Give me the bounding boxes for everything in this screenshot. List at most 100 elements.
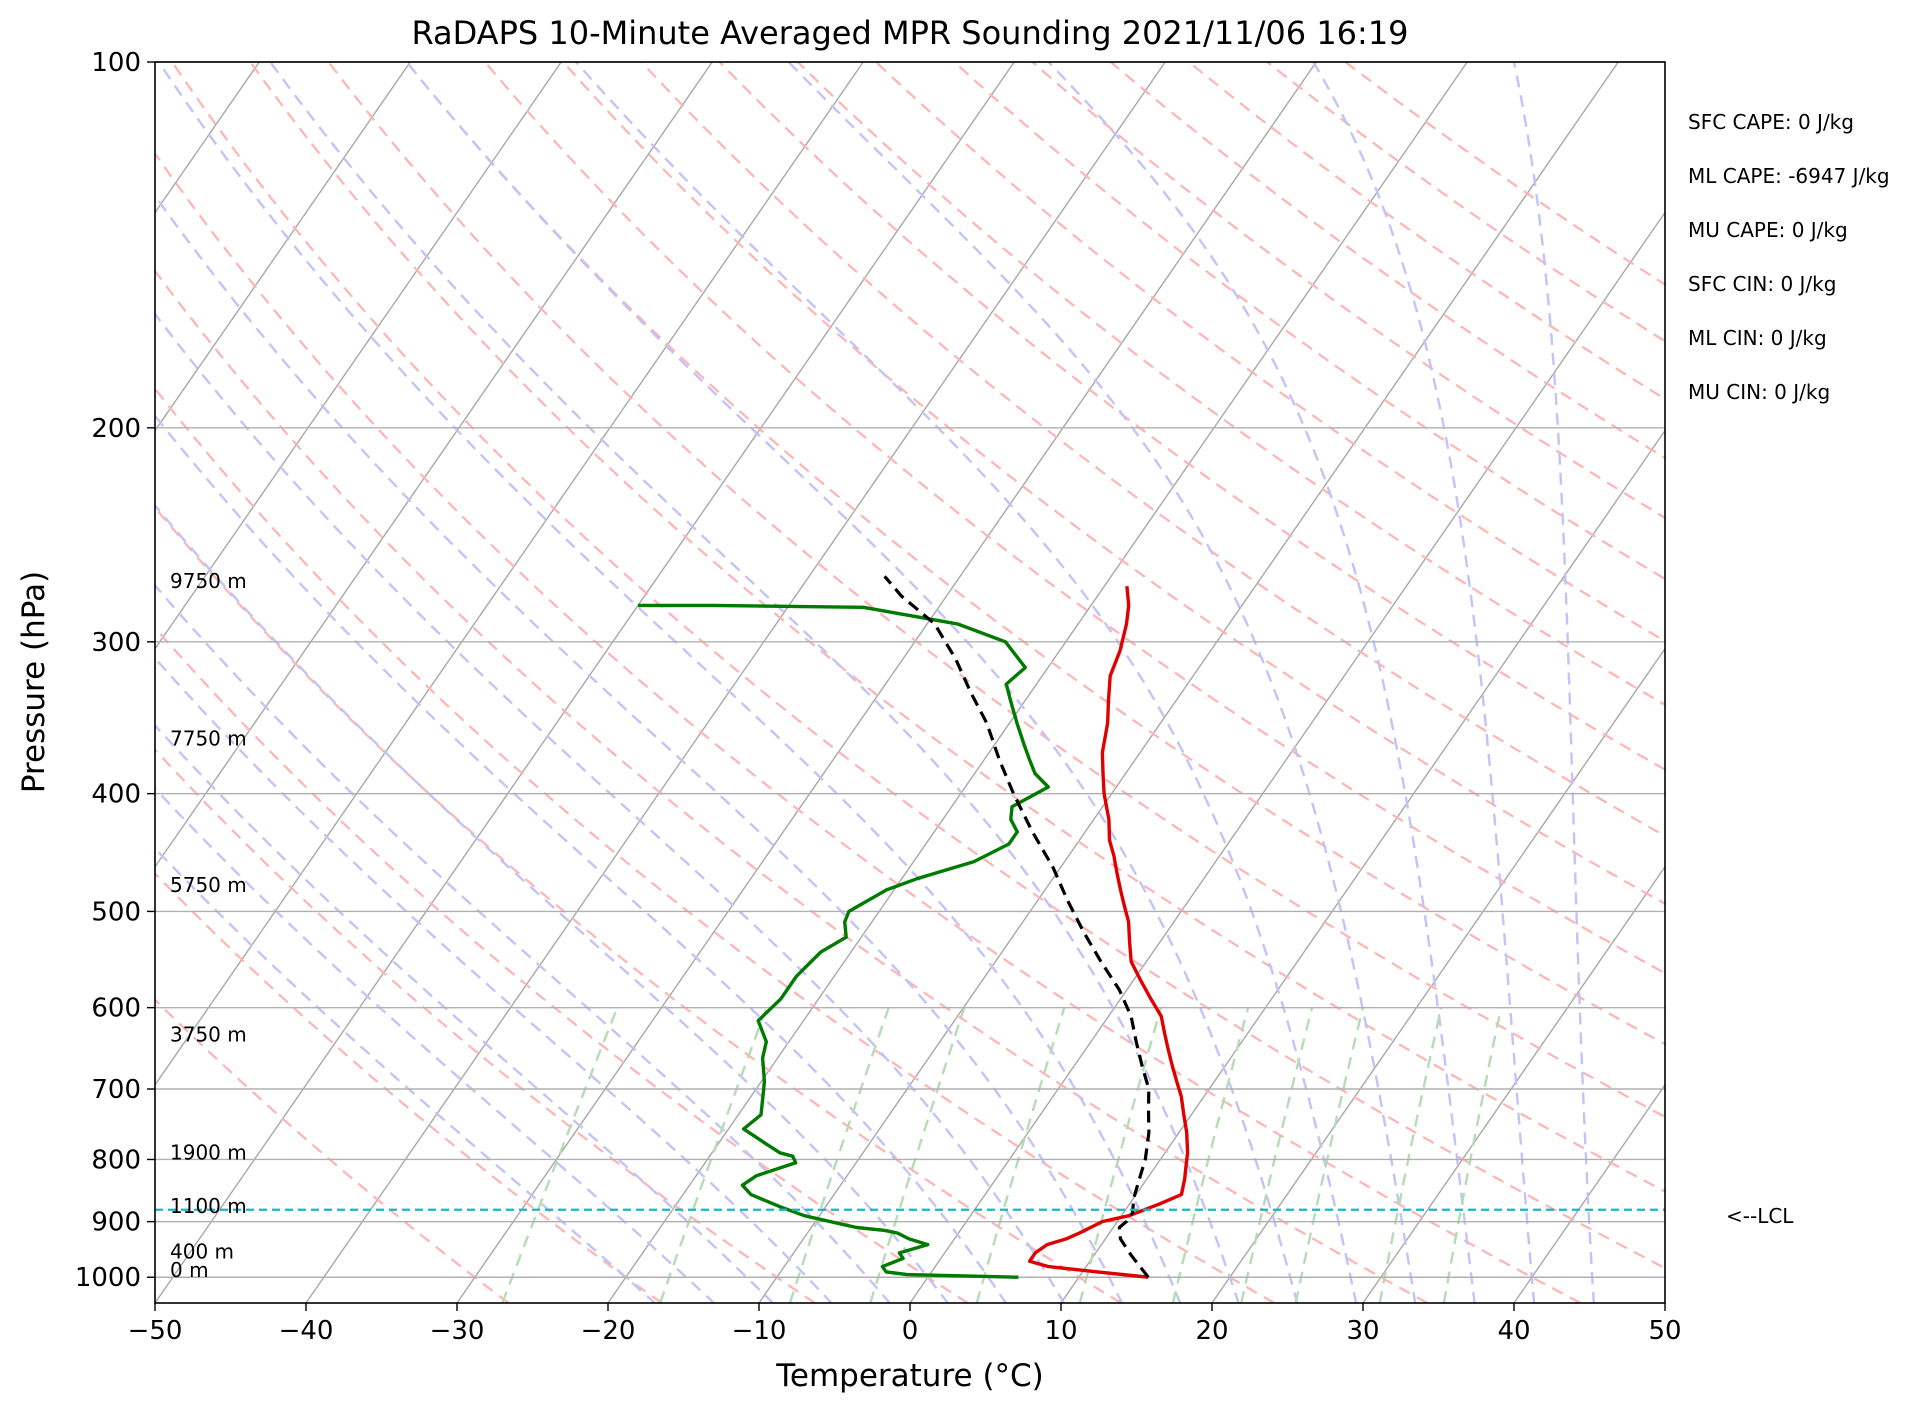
height-label: 9750 m xyxy=(170,569,247,593)
dry-adiabat-line xyxy=(1344,62,1665,286)
y-tick-label: 700 xyxy=(91,1075,141,1105)
height-label: 5750 m xyxy=(170,873,247,897)
lcl-group: <--LCL xyxy=(155,1204,1794,1228)
y-tick-label: 400 xyxy=(91,780,141,810)
moist-adiabat-line xyxy=(575,62,1358,1303)
height-label: 1100 m xyxy=(170,1194,247,1218)
mixing-ratio-line xyxy=(1240,1007,1314,1303)
isotherm-line xyxy=(305,62,1166,1303)
mixing-ratio-line xyxy=(658,1007,768,1303)
x-axis-ticks: −50 −40 −30 −20 −10 0 10 20 30 40 50 xyxy=(128,1303,1682,1346)
mixing-ratio-line xyxy=(501,1007,619,1303)
isotherm-line xyxy=(155,62,864,1087)
dry-adiabat-line xyxy=(155,626,969,1303)
moist-adiabat-line xyxy=(157,62,1182,1303)
isotherm-line xyxy=(758,62,1619,1303)
isotherm-line xyxy=(1513,1083,1665,1303)
background-grid xyxy=(155,62,1922,1303)
moist-adiabat-line xyxy=(155,413,1008,1303)
moist-adiabat-line xyxy=(155,846,657,1303)
dry-adiabat-line xyxy=(1109,62,1665,460)
mixing-ratio-line xyxy=(975,1007,1066,1303)
moist-adiabat-line xyxy=(155,656,834,1303)
y-tick-label: 200 xyxy=(91,414,141,444)
stability-index-label: MU CAPE: 0 J/kg xyxy=(1688,218,1848,242)
y-tick-label: 900 xyxy=(91,1208,141,1238)
moist-adiabat-line xyxy=(155,786,716,1303)
dry-adiabat-line xyxy=(718,62,1665,771)
moist-adiabat-line xyxy=(155,503,950,1303)
chart-title: RaDAPS 10-Minute Averaged MPR Sounding 2… xyxy=(411,14,1408,52)
isotherm-line xyxy=(155,62,713,869)
isotherm-line xyxy=(155,62,562,650)
mixing-ratio-line xyxy=(1171,1007,1250,1303)
mixing-ratio-line xyxy=(788,1007,890,1303)
mixing-ratio-line xyxy=(869,1007,966,1303)
isotherm-line xyxy=(155,62,411,432)
mixing-ratio-line xyxy=(1294,1007,1364,1303)
dry-adiabat-line xyxy=(953,62,1665,581)
dry-adiabat-line xyxy=(327,62,1665,1119)
dry-adiabat-line xyxy=(155,872,663,1303)
x-tick-label: 20 xyxy=(1195,1316,1228,1346)
dry-adiabat-line xyxy=(155,748,816,1303)
parcel-profile-line xyxy=(883,575,1151,1279)
dry-adiabat-line xyxy=(562,62,1665,905)
stability-index-label: SFC CIN: 0 J/kg xyxy=(1688,272,1836,296)
x-tick-label: 30 xyxy=(1346,1316,1379,1346)
y-axis-ticks: 1000 900 800 700 600 500 400 300 200 100 xyxy=(75,48,155,1293)
height-label: 7750 m xyxy=(170,726,247,750)
isotherm-line xyxy=(155,62,1015,1303)
isobar-grid xyxy=(155,61,1665,1278)
isotherm-line xyxy=(1664,1301,1665,1303)
moist-adiabat-line xyxy=(269,62,1240,1303)
dry-adiabat-line xyxy=(155,151,1581,1303)
stability-index-label: SFC CAPE: 0 J/kg xyxy=(1688,110,1854,134)
moist-adiabat-line xyxy=(155,312,1066,1303)
dry-adiabat-line xyxy=(484,62,1665,975)
isotherm-line xyxy=(1362,865,1665,1303)
plot-frame xyxy=(154,61,1666,1304)
x-tick-label: 10 xyxy=(1044,1316,1077,1346)
moist-adiabat-line xyxy=(787,62,1417,1303)
isotherm-line xyxy=(607,62,1468,1303)
isotherm-line xyxy=(456,62,1317,1303)
dry-adiabat-line xyxy=(155,506,1122,1303)
moist-adiabat-line xyxy=(1512,62,1596,1303)
mixing-ratio-line xyxy=(1078,1007,1163,1303)
moist-adiabat-line xyxy=(405,62,1299,1303)
x-tick-label: −50 xyxy=(128,1316,183,1346)
height-label: 0 m xyxy=(170,1258,209,1282)
moist-adiabat-line xyxy=(155,723,775,1303)
lcl-label: <--LCL xyxy=(1726,1204,1794,1228)
dry-adiabat-line xyxy=(1031,62,1665,520)
height-label: 3750 m xyxy=(170,1023,247,1047)
isotherm-line xyxy=(1816,62,1922,1303)
isotherm-line xyxy=(1211,647,1665,1303)
stability-index-label: ML CAPE: -6947 J/kg xyxy=(1688,164,1890,188)
height-label: 1900 m xyxy=(170,1140,247,1164)
y-tick-label: 800 xyxy=(91,1145,141,1175)
height-label: 400 m xyxy=(170,1239,234,1263)
x-tick-label: −30 xyxy=(430,1316,485,1346)
moist-adiabat-line xyxy=(1047,62,1476,1303)
moist-adiabat-line xyxy=(155,193,1124,1303)
x-axis-title: Temperature (°C) xyxy=(775,1358,1044,1394)
dry-adiabat-line xyxy=(875,62,1665,643)
dry-adiabat-line xyxy=(1266,62,1665,343)
x-tick-label: −10 xyxy=(732,1316,787,1346)
sounding-profiles xyxy=(638,575,1190,1279)
y-axis-title: Pressure (hPa) xyxy=(16,571,52,793)
dry-adiabat-line xyxy=(640,62,1665,838)
isotherm-line xyxy=(909,211,1665,1303)
x-tick-label: 0 xyxy=(902,1316,919,1346)
dry-adiabat-line xyxy=(155,387,1275,1303)
mixing-ratio-line xyxy=(1442,1007,1503,1303)
y-tick-label: 600 xyxy=(91,994,141,1024)
x-tick-label: −40 xyxy=(279,1316,334,1346)
dry-adiabat-line xyxy=(171,62,1665,1270)
isotherm-line xyxy=(1060,429,1665,1303)
mixing-ratio-line xyxy=(1378,1007,1443,1303)
dry-adiabat-line xyxy=(155,269,1428,1303)
